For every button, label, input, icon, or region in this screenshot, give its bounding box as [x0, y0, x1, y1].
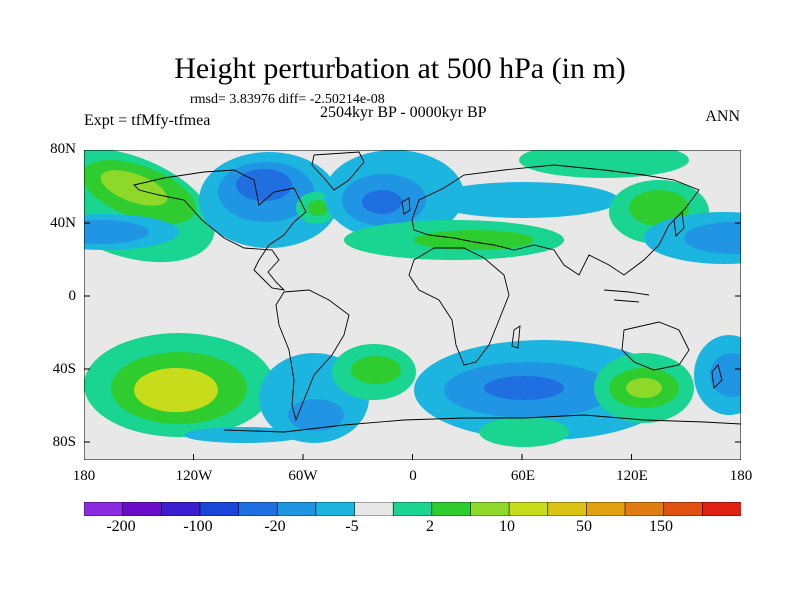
uk-outline	[401, 197, 411, 215]
lon-label-180w: 180	[72, 468, 96, 484]
contour-north-atlantic-negative	[324, 150, 464, 240]
colorbar-swatch	[508, 502, 549, 516]
stats-label: rmsd= 3.83976 diff= -2.50214e-08	[190, 92, 385, 107]
colorbar-swatch	[276, 502, 317, 516]
australia-outline	[621, 321, 690, 371]
colorbar-swatch	[354, 502, 394, 516]
period-label: 2504kyr BP - 0000kyr BP	[320, 104, 487, 121]
japan-outline	[673, 211, 685, 237]
colorbar-swatch	[663, 502, 703, 516]
continent-outlines	[133, 151, 741, 433]
contour-tasman-negative	[694, 335, 741, 415]
colorbar-swatch	[160, 502, 201, 516]
colorbar-swatch	[122, 502, 162, 516]
lon-label-120e: 120E	[616, 468, 648, 484]
contour-north-america-negative	[199, 152, 339, 248]
season-label: ANN	[705, 108, 740, 125]
plot-title: Height perturbation at 500 hPa (in m)	[174, 52, 626, 85]
world-map-plot	[84, 150, 741, 460]
africa-outline	[408, 247, 510, 366]
contour-eurasia-negative	[429, 182, 619, 218]
contour-central-pacific-negative	[84, 214, 179, 250]
lat-label-0: 0	[68, 288, 77, 304]
lat-label-80n: 80N	[50, 141, 76, 157]
new-zealand-outline	[711, 364, 723, 389]
contour-mideast-positive	[344, 220, 564, 260]
colorbar-swatch	[84, 502, 124, 516]
colorbar-label-150: 150	[649, 518, 673, 535]
colorbar-swatch	[586, 502, 626, 516]
colorbar-label-50: 50	[576, 518, 592, 535]
lat-label-40s: 40S	[52, 361, 76, 377]
contour-south-pacific-positive	[84, 333, 274, 437]
contour-arctic-positive	[519, 150, 689, 178]
lon-label-180e: 180	[729, 468, 753, 484]
contour-antarctic-positive	[479, 417, 569, 447]
colorbar-swatch	[238, 502, 278, 516]
lon-label-120w: 120W	[175, 468, 213, 484]
colorbar-label-neg5: -5	[345, 518, 359, 535]
colorbar	[84, 502, 741, 516]
contour-west-pacific-negative	[644, 212, 741, 264]
colorbar-label-2: 2	[426, 518, 434, 535]
colorbar-swatch	[624, 502, 665, 516]
lon-label-60w: 60W	[288, 468, 318, 484]
colorbar-swatch	[431, 502, 472, 516]
antarctica-outline	[223, 414, 741, 433]
colorbar-label-neg200: -200	[106, 518, 136, 535]
colorbar-swatch	[315, 502, 356, 516]
colorbar-swatch	[392, 502, 433, 516]
contour-fields	[84, 150, 741, 447]
colorbar-swatch	[547, 502, 588, 516]
greenland-outline	[311, 151, 365, 191]
contour-far-south-negative	[184, 427, 304, 443]
colorbar-swatch	[199, 502, 240, 516]
colorbar-label-neg100: -100	[183, 518, 213, 535]
colorbar-label-neg20: -20	[264, 518, 286, 535]
lat-label-40n: 40N	[50, 215, 76, 231]
lon-label-60e: 60E	[510, 468, 536, 484]
map-ticks	[84, 150, 741, 460]
colorbar-swatch	[702, 502, 741, 516]
indonesia-outline	[603, 289, 650, 303]
contour-south-atlantic-positive	[332, 344, 416, 400]
eurasia-outline	[411, 164, 700, 276]
north-america-outline	[133, 169, 307, 291]
colorbar-swatch	[470, 502, 510, 516]
south-america-outline	[275, 289, 350, 422]
contour-south-indian-positive	[594, 353, 694, 423]
colorbar-label-10: 10	[499, 518, 515, 535]
madagascar-outline	[511, 325, 521, 349]
lat-label-80s: 80S	[52, 434, 76, 450]
lon-label-0: 0	[409, 468, 417, 484]
experiment-label: Expt = tfMfy-tfmea	[84, 112, 211, 129]
